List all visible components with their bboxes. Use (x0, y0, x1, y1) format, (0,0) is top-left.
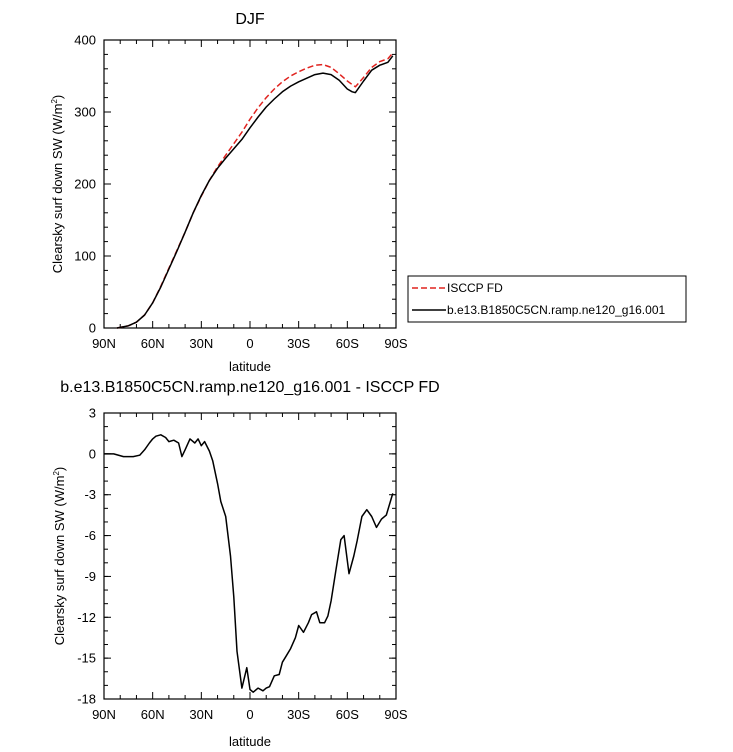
top-x-tick-label-4: 30S (287, 336, 310, 351)
top-x-tick-label-5: 60S (336, 336, 359, 351)
bottom-x-axis-label: latitude (229, 734, 271, 749)
top-series-line-1 (116, 55, 394, 329)
bottom-x-tick-label-2: 30N (189, 707, 213, 722)
bottom-y-tick-label-4: -9 (84, 569, 96, 584)
top-chart-title: DJF (235, 11, 265, 28)
bottom-y-tick-label-3: -6 (84, 528, 96, 543)
top-y-tick-label-0: 0 (89, 321, 96, 336)
top-x-tick-label-3: 0 (246, 336, 253, 351)
top-x-tick-label-1: 60N (141, 336, 165, 351)
top-y-axis-ticks: 0 100 200 300 400 (74, 33, 396, 336)
top-y-axis-label-superscript: 2 (50, 99, 59, 104)
panel-top-chart: DJF 90N 60N 30N 0 30S 60S 90S 0 100 200 300 400 la… (50, 11, 687, 374)
bottom-x-tick-label-0: 90N (92, 707, 116, 722)
bottom-x-tick-label-4: 30S (287, 707, 310, 722)
top-chart-legend: ISCCP FD b.e13.B1850C5CN.ramp.ne120_g16.… (407, 275, 687, 323)
top-series-line-0 (116, 52, 394, 329)
top-y-axis-label-main: Clearsky surf down SW (W/m (50, 104, 65, 274)
bottom-y-tick-label-2: -3 (84, 487, 96, 502)
bottom-y-tick-label-1: 0 (89, 446, 96, 461)
top-x-tick-label-6: 90S (384, 336, 407, 351)
top-x-tick-label-2: 30N (189, 336, 213, 351)
bottom-y-axis-label-superscript: 2 (52, 471, 61, 476)
top-x-axis-ticks: 90N 60N 30N 0 30S 60S 90S (92, 40, 408, 351)
legend-label-isccp: ISCCP FD (447, 281, 503, 295)
bottom-series-line-0 (104, 434, 394, 693)
top-y-axis-label: Clearsky surf down SW (W/m2) (50, 95, 65, 274)
bottom-x-tick-label-3: 0 (246, 707, 253, 722)
top-y-tick-label-4: 400 (74, 33, 96, 48)
top-x-axis-label: latitude (229, 359, 271, 374)
bottom-y-tick-label-5: -12 (77, 610, 96, 625)
top-y-tick-label-3: 300 (74, 105, 96, 120)
top-series-lines (116, 52, 394, 329)
panel-bottom-chart: b.e13.B1850C5CN.ramp.ne120_g16.001 - ISC… (52, 379, 440, 749)
bottom-y-tick-label-7: -18 (77, 692, 96, 707)
bottom-y-axis-label-main: Clearsky surf down SW (W/m (52, 476, 67, 646)
bottom-y-tick-label-6: -15 (77, 651, 96, 666)
legend-box (407, 275, 687, 323)
bottom-y-axis-ticks: 3 0 -3 -6 -9 -12 -15 -18 (77, 406, 396, 707)
top-y-axis-label-close: ) (50, 95, 65, 99)
bottom-y-axis-label-close: ) (52, 467, 67, 471)
bottom-series-lines (104, 434, 394, 693)
bottom-y-tick-label-0: 3 (89, 406, 96, 421)
bottom-chart-title: b.e13.B1850C5CN.ramp.ne120_g16.001 - ISC… (60, 379, 439, 396)
top-y-tick-label-1: 100 (74, 249, 96, 264)
bottom-x-tick-label-6: 90S (384, 707, 407, 722)
top-x-tick-label-0: 90N (92, 336, 116, 351)
bottom-y-axis-label: Clearsky surf down SW (W/m2) (52, 467, 67, 646)
bottom-x-axis-ticks: 90N 60N 30N 0 30S 60S 90S (92, 413, 408, 722)
bottom-x-tick-label-1: 60N (141, 707, 165, 722)
bottom-x-tick-label-5: 60S (336, 707, 359, 722)
top-y-tick-label-2: 200 (74, 177, 96, 192)
legend-label-model: b.e13.B1850C5CN.ramp.ne120_g16.001 (447, 303, 665, 317)
